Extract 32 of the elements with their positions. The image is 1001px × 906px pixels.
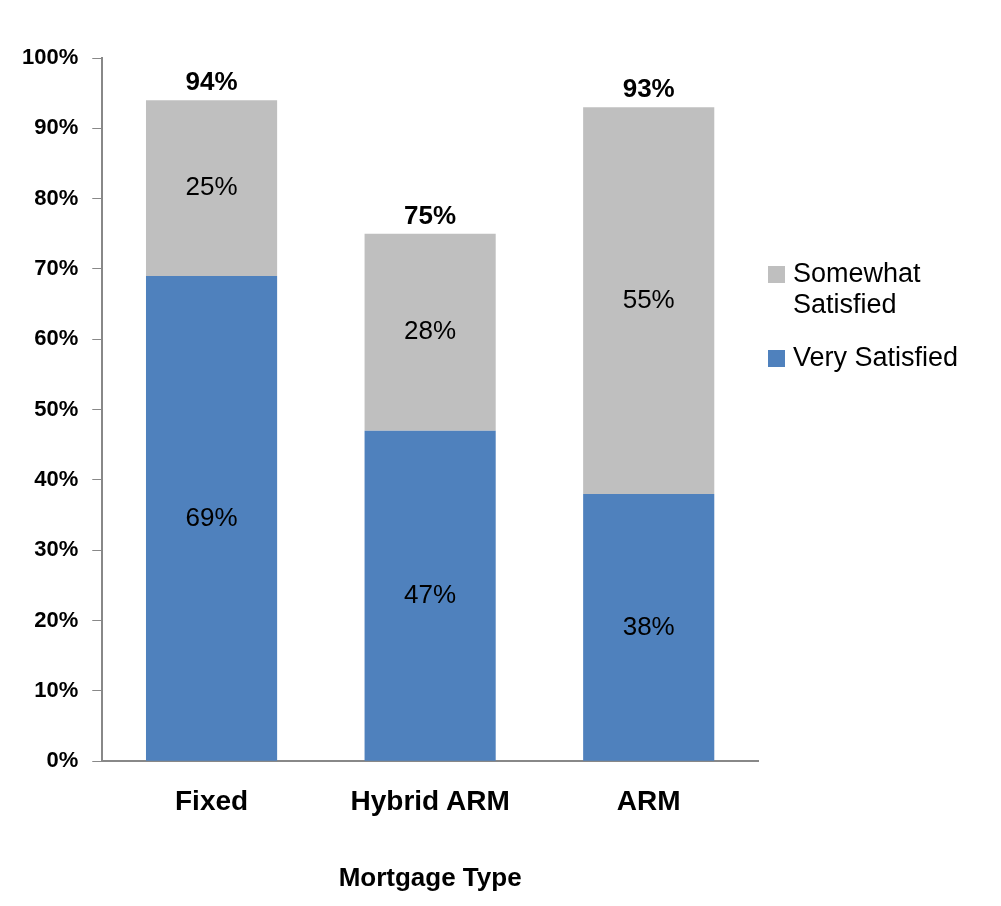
data-label: 69% — [185, 501, 238, 532]
data-label: 28% — [404, 315, 457, 346]
y-tick-label: 10% — [34, 676, 79, 702]
x-tick-label: Fixed — [174, 784, 249, 816]
y-tick-label: 50% — [34, 395, 79, 421]
x-axis-title: Mortgage Type — [338, 861, 522, 892]
bar — [583, 493, 715, 761]
data-label: 55% — [622, 283, 675, 314]
total-label: 75% — [404, 199, 457, 230]
x-tick-label: Hybrid ARM — [350, 784, 510, 816]
y-tick-label: 0% — [46, 747, 79, 773]
y-tick-label: 40% — [34, 465, 79, 491]
bar — [364, 233, 496, 431]
legend-label: Very Satisfied — [793, 342, 959, 373]
data-label: 47% — [404, 578, 457, 609]
data-label: 25% — [185, 171, 238, 202]
y-tick-label: 100% — [21, 44, 79, 70]
data-label: 38% — [622, 610, 675, 641]
bar — [145, 100, 278, 276]
bar — [583, 107, 715, 494]
x-tick-label: ARM — [616, 784, 681, 816]
bar — [145, 275, 278, 761]
y-tick-label: 20% — [34, 606, 79, 632]
y-tick-label: 60% — [34, 325, 79, 351]
y-tick-label: 90% — [34, 114, 79, 140]
bar — [364, 430, 496, 761]
y-tick-label: 30% — [34, 536, 79, 562]
total-label: 94% — [185, 66, 238, 97]
total-label: 93% — [622, 73, 675, 104]
y-tick-label: 70% — [34, 255, 79, 281]
legend-label: Somewhat Satisfied — [793, 258, 922, 320]
y-tick-label: 80% — [34, 184, 79, 210]
